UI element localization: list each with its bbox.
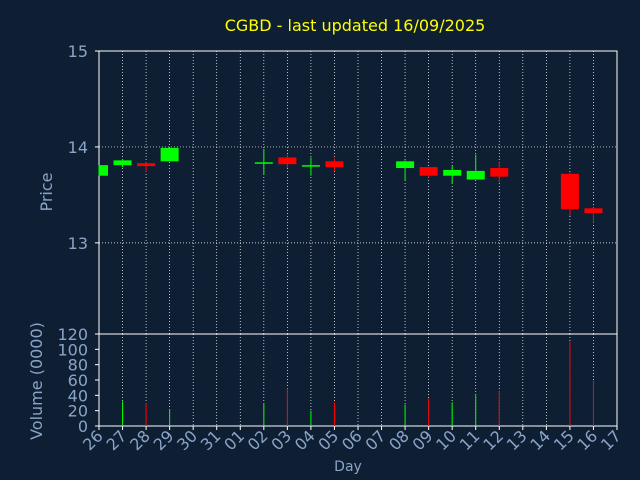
volume-tick-label: 20	[68, 402, 88, 421]
price-grid	[99, 50, 617, 334]
price-tick-label: 15	[68, 42, 88, 61]
price-tick-label: 14	[68, 138, 88, 157]
candle-body	[137, 163, 156, 167]
price-axis: 13 14 15	[68, 42, 99, 253]
x-tick-label: 17	[597, 426, 625, 454]
candle-body	[113, 160, 132, 166]
volume-tick-label: 40	[68, 386, 88, 405]
y-axis-label: Price	[37, 172, 56, 211]
candles	[98, 147, 603, 223]
candle-body	[160, 147, 179, 162]
candle-body	[490, 168, 509, 177]
candle-body	[278, 157, 297, 165]
candle-body	[584, 208, 603, 214]
candle-body	[560, 173, 579, 210]
volume-axis-label: Volume (0000)	[27, 322, 46, 440]
candle-body	[254, 162, 273, 164]
volume-tick-label: 60	[68, 371, 88, 390]
volume-tick-label: 0	[78, 417, 88, 436]
candle-body	[396, 161, 415, 169]
volume-bars	[122, 341, 594, 426]
x-axis: 2627282930310102030405060708091011121314…	[79, 426, 625, 454]
volume-tick-label: 80	[68, 356, 88, 375]
candle-body	[466, 170, 485, 180]
volume-tick-label: 120	[57, 325, 88, 344]
candle-body	[443, 169, 462, 176]
volume-grid	[122, 334, 594, 426]
volume-tick-label: 100	[57, 340, 88, 359]
candle-body	[325, 161, 344, 168]
x-axis-label: Day	[334, 459, 362, 475]
candle-body	[419, 167, 438, 176]
candle-body	[301, 165, 320, 167]
chart-title: CGBD - last updated 16/09/2025	[225, 16, 486, 35]
candle-body	[99, 165, 108, 176]
price-tick-label: 13	[68, 234, 88, 253]
